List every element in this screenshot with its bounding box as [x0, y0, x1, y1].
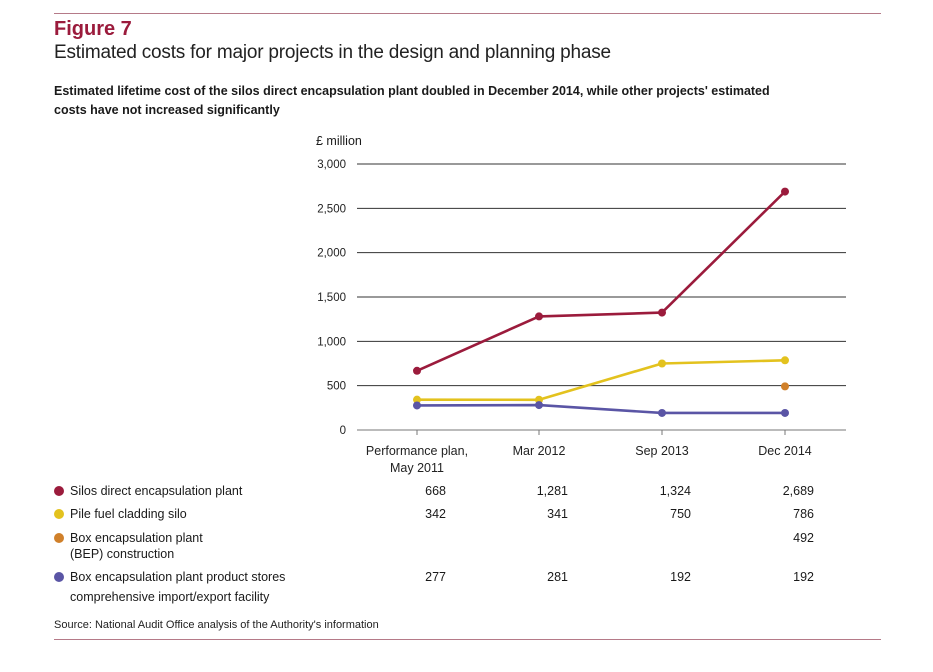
- legend-label: Box encapsulation plant product stores co…: [70, 570, 286, 604]
- series-line: [416, 190, 786, 372]
- bottom-rule: [54, 639, 881, 640]
- y-tick-label: 500: [327, 381, 346, 393]
- legend-value: 492: [793, 531, 814, 545]
- legend-value: 277: [425, 570, 446, 584]
- y-tick-label: 0: [340, 425, 346, 437]
- legend-value: 341: [547, 507, 568, 521]
- top-rule: [54, 13, 881, 14]
- data-point: [413, 401, 421, 410]
- data-point: [781, 356, 789, 365]
- data-point: [658, 408, 666, 417]
- y-tick-label: 3,000: [317, 159, 346, 171]
- legend-marker: [54, 486, 64, 496]
- x-tick-label: Sep 2013: [635, 444, 689, 458]
- source-note: Source: National Audit Office analysis o…: [54, 619, 379, 631]
- figure-label: Figure 7: [54, 18, 132, 40]
- legend-value: 342: [425, 507, 446, 521]
- y-axis-label: £ million: [316, 134, 362, 148]
- x-tick-label: Dec 2014: [758, 444, 812, 458]
- legend-value: 668: [425, 484, 446, 498]
- legend-marker: [54, 509, 64, 519]
- legend-value: 192: [670, 570, 691, 584]
- y-tick-label: 1,500: [317, 292, 346, 304]
- y-tick-label: 2,000: [317, 248, 346, 260]
- x-tick-label: Mar 2012: [513, 444, 566, 458]
- legend-label: Box encapsulation plant (BEP) constructio…: [70, 531, 203, 561]
- series-line: [416, 403, 785, 415]
- data-point: [413, 395, 421, 404]
- data-point: [658, 359, 666, 368]
- series-line: [416, 359, 786, 402]
- data-point: [781, 187, 789, 196]
- data-point: [535, 401, 543, 410]
- legend-value: 192: [793, 570, 814, 584]
- legend-value: 750: [670, 507, 691, 521]
- data-point: [658, 308, 666, 317]
- data-point: [413, 366, 421, 375]
- legend-value: 281: [547, 570, 568, 584]
- legend-value: 786: [793, 507, 814, 521]
- legend-label: Silos direct encapsulation plant: [70, 484, 243, 498]
- figure-subtitle: Estimated lifetime cost of the silos dir…: [54, 84, 770, 117]
- data-point: [781, 408, 789, 417]
- legend-label: Pile fuel cladding silo: [70, 507, 187, 521]
- data-point: [781, 382, 789, 391]
- legend-value: 1,324: [659, 484, 691, 498]
- data-point: [535, 312, 543, 321]
- legend-value: 2,689: [782, 484, 814, 498]
- legend-value: 1,281: [536, 484, 568, 498]
- legend-marker: [54, 533, 64, 543]
- x-tick-label: Performance plan, May 2011: [366, 444, 468, 475]
- y-tick-label: 1,000: [317, 336, 346, 348]
- y-tick-label: 2,500: [317, 203, 346, 215]
- figure-title: Estimated costs for major projects in th…: [54, 42, 611, 63]
- legend-marker: [54, 572, 64, 582]
